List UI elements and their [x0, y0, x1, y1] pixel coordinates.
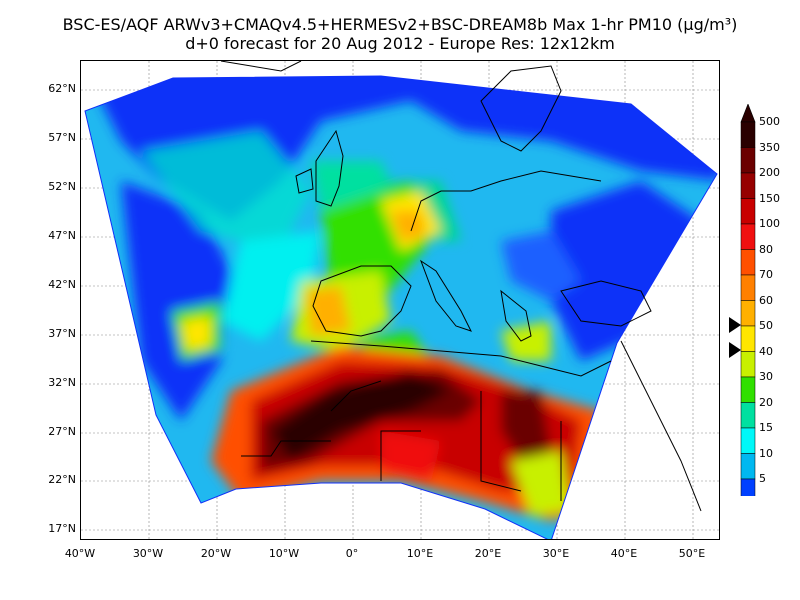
colorbar-band	[740, 325, 756, 352]
colorbar-tick-label: 15	[759, 421, 773, 434]
colorbar-tick-label: 200	[759, 166, 780, 179]
colorbar-band	[740, 274, 756, 301]
colorbar-band	[740, 478, 756, 496]
pm10-field	[85, 76, 717, 539]
colorbar-tick-label: 10	[759, 446, 773, 460]
coastlines	[220, 61, 702, 512]
colorbar-tick-label: 350	[759, 140, 780, 154]
lat-label: 52°N	[48, 180, 76, 193]
colorbar-band	[740, 351, 756, 378]
pm10-colorbar	[740, 104, 756, 496]
colorbar-tick-label: 150	[759, 191, 780, 205]
domain-outline	[84, 75, 718, 539]
colorbar-tick-label: 50	[759, 319, 773, 332]
colorbar-tick-label: 40	[759, 344, 773, 358]
scale-arrow-marker	[729, 342, 741, 358]
colorbar-tick-label: 500	[759, 115, 780, 128]
colorbar-band	[740, 249, 756, 276]
map-canvas	[81, 61, 719, 539]
colorbar-band	[740, 376, 756, 403]
map-title-line2: d+0 forecast for 20 Aug 2012 - Europe Re…	[185, 34, 615, 53]
colorbar-band	[740, 121, 756, 148]
colorbar-tick-label: 60	[759, 293, 773, 307]
lat-label: 57°N	[48, 131, 76, 144]
lat-label: 37°N	[48, 327, 76, 340]
colorbar-tick-label: 80	[759, 242, 773, 256]
lon-label: 20°E	[474, 547, 502, 560]
colorbar-band	[740, 147, 756, 174]
lat-label: 62°N	[48, 82, 76, 95]
colorbar-band	[740, 198, 756, 225]
lon-label: 40°W	[64, 547, 96, 560]
colorbar-max-cap	[740, 104, 756, 123]
lat-label: 27°N	[48, 425, 76, 438]
colorbar-band	[740, 427, 756, 454]
colorbar-band	[740, 300, 756, 327]
lon-label: 10°E	[406, 547, 434, 560]
colorbar-band	[740, 453, 756, 480]
lon-label: 10°W	[268, 547, 300, 560]
map-title-line1: BSC-ES/AQF ARWv3+CMAQv4.5+HERMESv2+BSC-D…	[62, 15, 738, 34]
colorbar-band	[740, 402, 756, 429]
lon-label: 50°E	[678, 547, 706, 560]
scale-arrow-marker	[729, 317, 741, 333]
map-plot-area	[80, 60, 720, 540]
lat-label: 22°N	[48, 473, 76, 486]
lon-label: 30°W	[132, 547, 164, 560]
colorbar-tick-label: 100	[759, 217, 780, 230]
lat-label: 32°N	[48, 376, 76, 389]
lon-label: 0°	[345, 547, 359, 560]
colorbar-tick-label: 5	[759, 472, 766, 485]
lat-label: 47°N	[48, 229, 76, 242]
colorbar-tick-label: 20	[759, 395, 773, 409]
lon-label: 30°E	[542, 547, 570, 560]
lat-label: 17°N	[48, 522, 76, 535]
colorbar-band	[740, 223, 756, 250]
lon-label: 40°E	[610, 547, 638, 560]
colorbar-band	[740, 172, 756, 199]
colorbar-tick-label: 70	[759, 268, 773, 281]
lon-label: 20°W	[200, 547, 232, 560]
lat-label: 42°N	[48, 278, 76, 291]
colorbar-tick-label: 30	[759, 370, 773, 383]
